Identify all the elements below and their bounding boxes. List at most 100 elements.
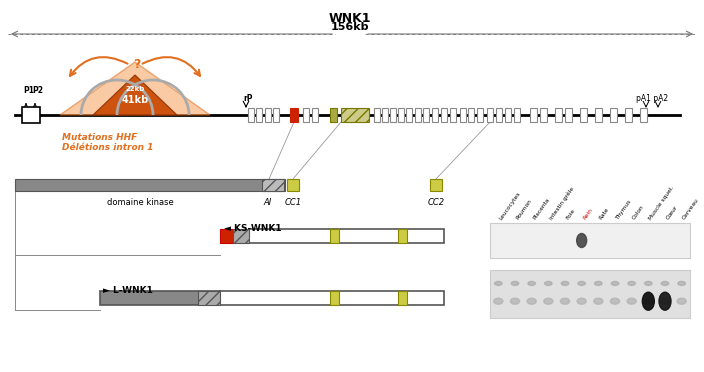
Text: 156kb: 156kb — [331, 22, 370, 32]
Bar — [330, 108, 337, 122]
Bar — [220, 291, 444, 305]
Bar — [290, 108, 298, 122]
Polygon shape — [60, 62, 210, 115]
Bar — [398, 291, 407, 305]
Bar — [496, 108, 502, 122]
Text: Rate: Rate — [598, 207, 610, 221]
Bar — [398, 108, 404, 122]
Text: Muscle squel.: Muscle squel. — [648, 185, 676, 221]
Bar — [374, 108, 380, 122]
Text: P2: P2 — [32, 86, 43, 95]
Bar — [233, 229, 249, 243]
Bar — [505, 108, 511, 122]
Text: Thymus: Thymus — [615, 199, 632, 221]
Text: Cœur: Cœur — [665, 205, 679, 221]
Ellipse shape — [593, 298, 603, 304]
Ellipse shape — [560, 298, 570, 304]
Text: ► L-WNK1: ► L-WNK1 — [103, 286, 153, 295]
Bar — [460, 108, 466, 122]
Ellipse shape — [545, 282, 552, 285]
Text: WNK1: WNK1 — [329, 12, 371, 25]
Text: Mutations HHF: Mutations HHF — [62, 133, 137, 142]
Bar — [487, 108, 493, 122]
Bar — [273, 108, 279, 122]
Bar — [580, 108, 587, 122]
Ellipse shape — [627, 298, 636, 304]
Ellipse shape — [678, 282, 686, 285]
Text: Rein: Rein — [582, 208, 593, 221]
Bar — [249, 229, 444, 243]
Text: Colon: Colon — [631, 204, 646, 221]
Bar — [256, 108, 262, 122]
Text: 41kb: 41kb — [121, 95, 149, 105]
Text: Foie: Foie — [565, 208, 576, 221]
Text: AI: AI — [264, 198, 272, 207]
Bar — [423, 108, 429, 122]
Bar — [398, 229, 407, 243]
Bar — [341, 108, 369, 122]
Bar — [555, 108, 562, 122]
Bar — [220, 229, 233, 243]
Bar — [468, 108, 474, 122]
Bar — [610, 108, 617, 122]
Ellipse shape — [642, 292, 654, 310]
Bar — [330, 229, 339, 243]
Bar — [262, 179, 284, 191]
Ellipse shape — [611, 282, 619, 285]
Text: P1: P1 — [23, 86, 34, 95]
Text: Leucocytes: Leucocytes — [498, 191, 522, 221]
Text: 22kb: 22kb — [125, 86, 145, 92]
Bar — [330, 291, 339, 305]
Ellipse shape — [561, 282, 569, 285]
Ellipse shape — [527, 298, 536, 304]
Text: CC1: CC1 — [284, 198, 301, 207]
Text: Poumon: Poumon — [515, 199, 533, 221]
Bar — [450, 108, 456, 122]
Bar — [477, 108, 483, 122]
Bar — [640, 108, 647, 122]
Bar — [540, 108, 547, 122]
Polygon shape — [93, 75, 177, 115]
Bar — [530, 108, 537, 122]
Ellipse shape — [660, 298, 670, 304]
Text: ◄ KS-WNK1: ◄ KS-WNK1 — [224, 224, 282, 233]
Bar — [432, 108, 438, 122]
Bar — [198, 291, 220, 305]
Bar — [430, 179, 442, 191]
Bar — [441, 108, 447, 122]
Text: Intestin grêle: Intestin grêle — [548, 186, 575, 221]
Ellipse shape — [494, 298, 503, 304]
Bar — [265, 108, 271, 122]
Ellipse shape — [577, 234, 586, 247]
Bar — [248, 108, 254, 122]
Ellipse shape — [511, 282, 519, 285]
Bar — [287, 179, 299, 191]
Bar — [625, 108, 632, 122]
Ellipse shape — [643, 298, 653, 304]
Text: domaine kinase: domaine kinase — [106, 198, 173, 207]
Ellipse shape — [659, 292, 671, 310]
Text: CC2: CC2 — [427, 198, 444, 207]
Bar — [15, 179, 285, 191]
Ellipse shape — [577, 298, 586, 304]
Ellipse shape — [510, 298, 520, 304]
Bar — [490, 270, 690, 318]
Ellipse shape — [543, 298, 553, 304]
Bar — [22, 107, 40, 123]
Bar — [312, 108, 318, 122]
Bar — [406, 108, 412, 122]
Bar — [565, 108, 572, 122]
Bar — [303, 108, 309, 122]
Bar — [490, 223, 690, 258]
Text: pA1 pA2: pA1 pA2 — [636, 94, 668, 103]
Ellipse shape — [610, 298, 620, 304]
Ellipse shape — [578, 282, 586, 285]
Ellipse shape — [661, 282, 669, 285]
Text: Cerveau: Cerveau — [681, 198, 700, 221]
Ellipse shape — [677, 298, 686, 304]
Text: Placenta: Placenta — [532, 197, 551, 221]
Bar — [100, 291, 220, 305]
Ellipse shape — [628, 282, 636, 285]
Bar — [514, 108, 520, 122]
Bar — [415, 108, 421, 122]
